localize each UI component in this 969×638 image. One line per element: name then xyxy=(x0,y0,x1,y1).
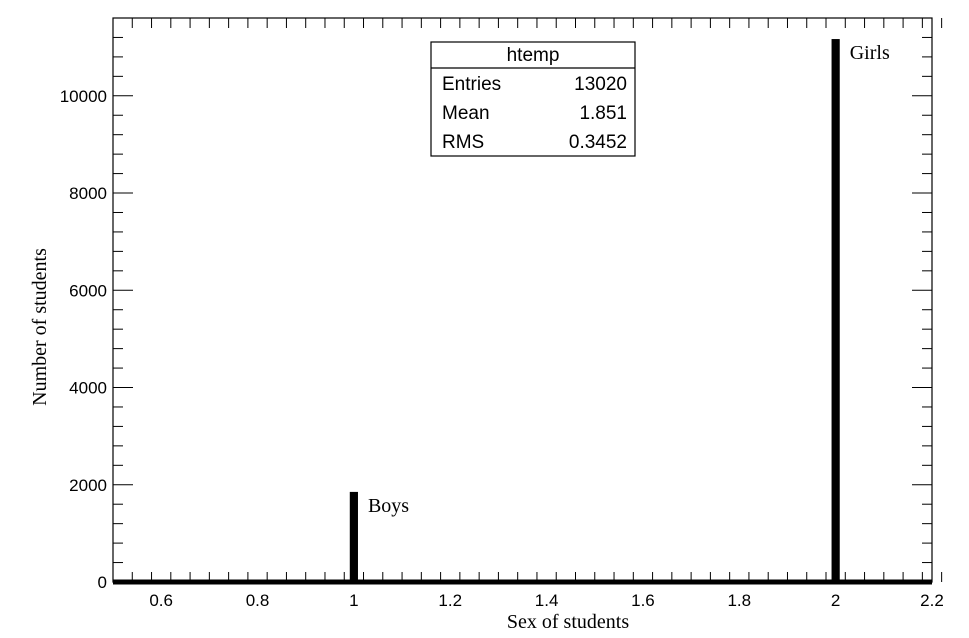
bars-layer xyxy=(349,39,840,583)
stats-box-border xyxy=(430,41,636,157)
y-tick-label: 2000 xyxy=(69,476,107,495)
x-tick-label: 1.6 xyxy=(631,591,655,610)
stats-mean-value: 1.851 xyxy=(579,103,627,124)
stats-rms-label: RMS xyxy=(442,132,484,153)
x-axis-ticks: 0.6 0.8 1 1.2 1.4 1.6 1.8 2 2.2 xyxy=(112,18,944,610)
y-tick-label: 4000 xyxy=(69,379,107,398)
x-tick-label: 1.2 xyxy=(438,591,462,610)
y-tick-label: 6000 xyxy=(69,281,107,300)
x-tick-label: 2.2 xyxy=(920,591,944,610)
bar xyxy=(349,491,358,582)
stats-entries-label: Entries xyxy=(442,74,501,95)
y-axis-title: Number of students xyxy=(29,248,51,406)
stats-mean-label: Mean xyxy=(442,103,490,124)
bar xyxy=(831,39,840,583)
bar-annotation: Boys xyxy=(368,495,409,517)
y-tick-label: 8000 xyxy=(69,184,107,203)
y-axis-ticks: 0 2000 4000 6000 8000 10000 xyxy=(60,17,932,592)
stats-box: htemp Entries 13020 Mean 1.851 RMS 0.345… xyxy=(430,41,636,157)
x-tick-label: 1.4 xyxy=(535,591,559,610)
x-tick-label: 1.8 xyxy=(727,591,751,610)
stats-box-title: htemp xyxy=(507,45,560,66)
x-axis-title: Sex of students xyxy=(507,611,629,633)
bar-annotation: Girls xyxy=(850,42,890,64)
stats-entries-value: 13020 xyxy=(574,74,627,95)
x-tick-label: 2 xyxy=(831,591,840,610)
stats-rms-value: 0.3452 xyxy=(569,132,627,153)
bar-annotations: Boys Girls xyxy=(368,42,890,517)
x-tick-label: 0.8 xyxy=(246,591,270,610)
y-tick-label: 0 xyxy=(98,573,107,592)
y-tick-label: 10000 xyxy=(60,87,107,106)
x-tick-label: 1 xyxy=(349,591,358,610)
x-tick-label: 0.6 xyxy=(149,591,173,610)
